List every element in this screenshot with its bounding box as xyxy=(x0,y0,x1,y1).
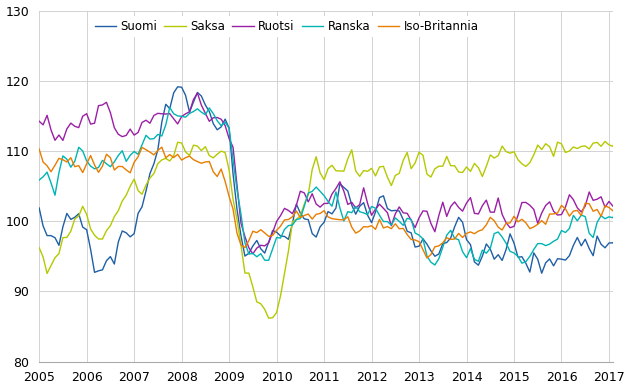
Saksa xyxy=(534,143,541,147)
Suomi xyxy=(463,237,470,242)
Saksa xyxy=(403,150,411,155)
Line: Iso-Britannia: Iso-Britannia xyxy=(39,147,631,258)
Ruotsi xyxy=(194,91,201,96)
Suomi xyxy=(194,90,201,95)
Ruotsi xyxy=(35,119,43,124)
Ranska xyxy=(467,246,475,251)
Line: Saksa: Saksa xyxy=(39,131,631,318)
Ranska xyxy=(166,105,174,110)
Ruotsi xyxy=(408,218,415,222)
Ranska xyxy=(403,216,411,221)
Iso-Britannia xyxy=(194,159,201,164)
Ruotsi xyxy=(538,211,545,215)
Suomi xyxy=(174,85,182,89)
Suomi xyxy=(293,202,300,206)
Saksa xyxy=(293,217,300,222)
Ranska xyxy=(538,241,545,246)
Suomi xyxy=(534,257,541,262)
Iso-Britannia xyxy=(293,209,300,213)
Ranska xyxy=(269,246,276,251)
Ranska xyxy=(194,106,201,111)
Ruotsi xyxy=(190,97,198,102)
Iso-Britannia xyxy=(269,233,276,238)
Saksa xyxy=(190,143,198,147)
Saksa xyxy=(629,129,631,133)
Ranska xyxy=(431,262,439,267)
Ruotsi xyxy=(297,189,304,193)
Saksa xyxy=(35,245,43,250)
Ranska xyxy=(293,217,300,222)
Ruotsi xyxy=(249,252,257,256)
Saksa xyxy=(265,316,273,321)
Line: Ruotsi: Ruotsi xyxy=(39,93,631,254)
Legend: Suomi, Saksa, Ruotsi, Ranska, Iso-Britannia: Suomi, Saksa, Ruotsi, Ranska, Iso-Britan… xyxy=(91,16,482,37)
Iso-Britannia xyxy=(423,255,431,260)
Iso-Britannia xyxy=(403,232,411,237)
Line: Suomi: Suomi xyxy=(39,87,631,273)
Suomi xyxy=(403,229,411,234)
Line: Ranska: Ranska xyxy=(39,108,631,265)
Iso-Britannia xyxy=(467,230,475,234)
Ranska xyxy=(35,178,43,183)
Ruotsi xyxy=(467,195,475,200)
Saksa xyxy=(463,165,470,169)
Iso-Britannia xyxy=(158,145,165,149)
Suomi xyxy=(269,228,276,233)
Iso-Britannia xyxy=(538,218,545,223)
Suomi xyxy=(35,206,43,210)
Iso-Britannia xyxy=(35,147,43,151)
Suomi xyxy=(538,271,545,276)
Ruotsi xyxy=(273,219,280,224)
Saksa xyxy=(269,316,276,320)
